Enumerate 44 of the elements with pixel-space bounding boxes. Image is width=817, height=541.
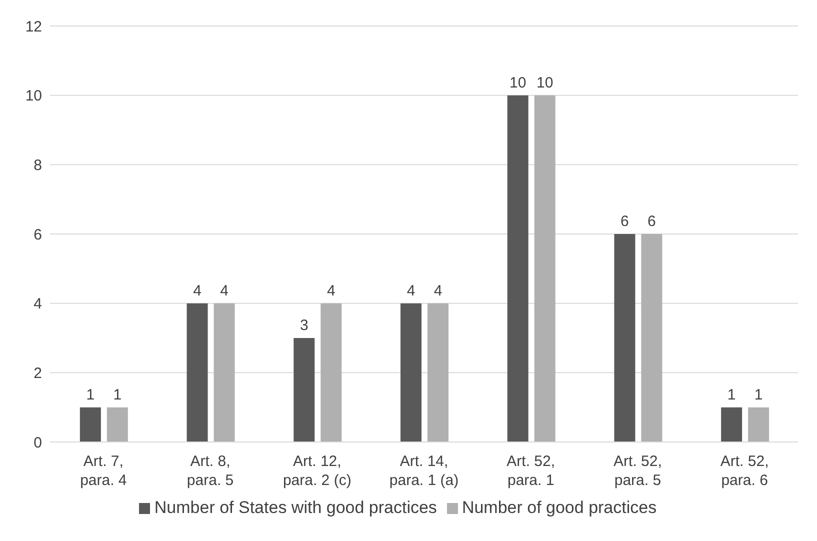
data-label: 10: [510, 74, 526, 92]
bar: [106, 407, 128, 442]
data-label: 4: [220, 282, 228, 300]
y-tick-label: 6: [34, 226, 42, 244]
data-label: 4: [326, 282, 336, 300]
y-tick-label: 8: [34, 156, 42, 174]
y-tick-label: 0: [34, 434, 42, 452]
bar: [641, 234, 662, 442]
data-label: 6: [648, 213, 656, 230]
x-tick-label: Art. 12, para. 2 (c): [282, 453, 352, 489]
y-tick-label: 4: [34, 296, 42, 313]
bar: [80, 407, 101, 442]
bar: [320, 303, 342, 442]
x-tick-label: Art. 52, para. 1: [506, 453, 556, 489]
bar: [294, 338, 315, 442]
legend-label: Number of States with good practices: [154, 498, 437, 517]
bar: [214, 303, 235, 442]
x-tick-label: Art. 7, para. 4: [80, 453, 127, 489]
legend-label: Number of good practices: [462, 498, 657, 517]
y-tick-label: 10: [25, 88, 42, 105]
bar: [534, 95, 556, 442]
bar: [614, 234, 636, 442]
data-label: 4: [406, 282, 416, 300]
data-label: 3: [300, 317, 308, 334]
x-tick-label: Art. 52, para. 6: [720, 453, 769, 489]
bar: [748, 407, 770, 442]
data-label: 4: [434, 282, 442, 300]
bar: [507, 95, 528, 442]
y-tick-label: 2: [34, 364, 42, 382]
data-label: 1: [113, 386, 122, 404]
bar: [721, 407, 742, 442]
data-label: 4: [193, 282, 202, 300]
x-tick-label: Art. 8, para. 5: [186, 453, 234, 489]
bar: [400, 303, 422, 442]
bar: [427, 303, 448, 442]
x-tick-label: Art. 14, para. 1 (a): [389, 453, 459, 489]
y-tick-label: 12: [25, 18, 42, 36]
data-label: 1: [754, 386, 763, 404]
data-label: 1: [727, 386, 736, 404]
data-label: 10: [536, 74, 554, 92]
data-label: 1: [86, 386, 95, 404]
bar: [186, 303, 208, 442]
x-tick-label: Art. 52, para. 5: [614, 453, 662, 489]
data-label: 6: [620, 213, 629, 230]
